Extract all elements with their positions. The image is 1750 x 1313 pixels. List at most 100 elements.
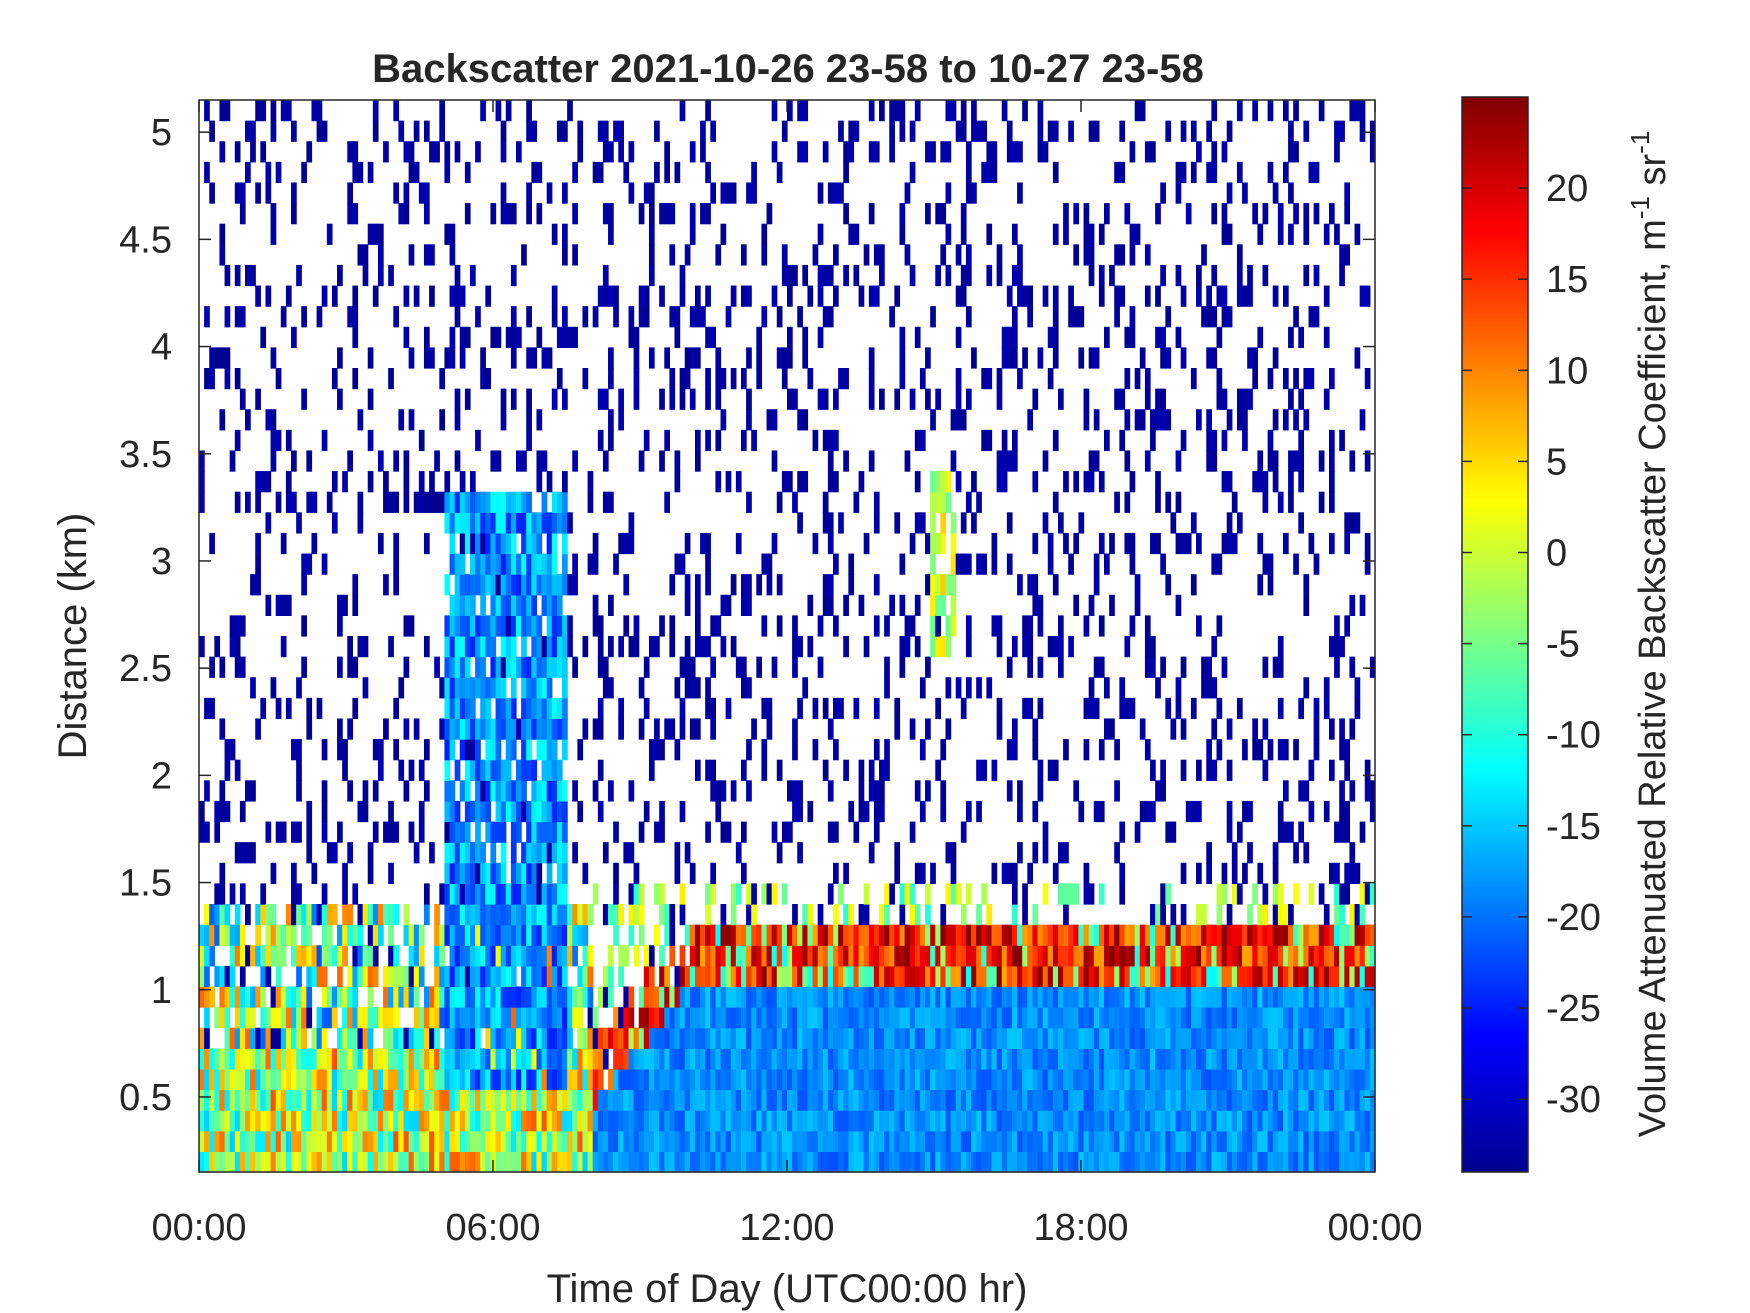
- heatmap-cell: [1006, 326, 1013, 348]
- heatmap-cell: [766, 924, 773, 946]
- heatmap-cell: [362, 1048, 369, 1070]
- heatmap-cell: [1042, 512, 1049, 534]
- heatmap-cell: [464, 739, 471, 761]
- heatmap-cell: [822, 141, 829, 163]
- heatmap-cell: [1293, 100, 1299, 122]
- heatmap-cell: [275, 594, 282, 616]
- heatmap-cell: [500, 1027, 507, 1049]
- heatmap-cell: [301, 1110, 307, 1132]
- heatmap-cell: [873, 285, 880, 307]
- heatmap-cell: [659, 1027, 665, 1049]
- heatmap-cell: [423, 244, 430, 266]
- heatmap-cell: [1129, 1130, 1136, 1152]
- heatmap-cell: [516, 883, 522, 905]
- heatmap-cell: [761, 306, 768, 328]
- heatmap-cell: [439, 883, 446, 905]
- heatmap-cell: [909, 904, 916, 926]
- heatmap-cell: [546, 883, 553, 905]
- heatmap-cell: [725, 471, 732, 493]
- heatmap-cell: [720, 945, 727, 967]
- heatmap-cell: [1057, 924, 1064, 946]
- heatmap-cell: [618, 1130, 624, 1152]
- heatmap-cell: [546, 532, 553, 555]
- heatmap-cell: [1349, 862, 1356, 884]
- heatmap-cell: [326, 924, 333, 946]
- heatmap-cell: [357, 1027, 364, 1049]
- heatmap-cell: [342, 986, 348, 1008]
- heatmap-cell: [296, 965, 302, 988]
- heatmap-cell: [1221, 945, 1228, 967]
- heatmap-cell: [761, 759, 768, 781]
- heatmap-cell: [1221, 965, 1228, 988]
- heatmap-cell: [1308, 759, 1315, 781]
- heatmap-cell: [265, 1110, 272, 1132]
- heatmap-cell: [1037, 1089, 1044, 1111]
- heatmap-cell: [321, 986, 328, 1008]
- heatmap-cell: [383, 965, 389, 988]
- heatmap-cell: [960, 553, 967, 575]
- heatmap-cell: [1078, 1048, 1085, 1070]
- heatmap-cell: [833, 1130, 839, 1152]
- heatmap-cell: [981, 553, 988, 575]
- heatmap-cell: [567, 512, 573, 534]
- heatmap-cell: [725, 1130, 732, 1152]
- heatmap-cell: [1155, 677, 1161, 699]
- heatmap-cell: [971, 1007, 977, 1029]
- heatmap-cell: [265, 409, 272, 431]
- heatmap-cell: [490, 904, 497, 926]
- heatmap-cell: [950, 965, 957, 988]
- heatmap-cell: [940, 471, 947, 493]
- heatmap-cell: [863, 1089, 870, 1111]
- heatmap-cell: [771, 1027, 778, 1049]
- heatmap-cell: [868, 842, 875, 864]
- heatmap-cell: [1098, 656, 1105, 678]
- heatmap-cell: [1068, 1027, 1074, 1049]
- heatmap-cell: [817, 1110, 824, 1132]
- heatmap-cell: [480, 842, 486, 864]
- heatmap-cell: [219, 965, 226, 988]
- heatmap-cell: [781, 965, 788, 988]
- heatmap-cell: [1313, 1068, 1320, 1091]
- heatmap-cell: [1093, 574, 1100, 596]
- heatmap-cell: [879, 800, 885, 823]
- heatmap-cell: [500, 780, 507, 802]
- heatmap-cell: [807, 1068, 814, 1091]
- heatmap-cell: [884, 965, 890, 988]
- heatmap-cell: [1344, 759, 1351, 781]
- heatmap-cell: [1063, 1007, 1069, 1029]
- heatmap-cell: [464, 1007, 471, 1029]
- heatmap-cell: [1057, 656, 1064, 678]
- heatmap-cell: [587, 986, 594, 1008]
- heatmap-cell: [490, 759, 497, 781]
- heatmap-cell: [413, 1089, 420, 1111]
- heatmap-cell: [1160, 1007, 1166, 1029]
- heatmap-cell: [879, 1068, 885, 1091]
- heatmap-cell: [444, 739, 451, 761]
- heatmap-cell: [725, 1151, 732, 1173]
- heatmap-cell: [945, 615, 952, 637]
- heatmap-cell: [567, 1110, 573, 1132]
- heatmap-cell: [301, 656, 307, 678]
- heatmap-cell: [930, 1089, 936, 1111]
- heatmap-cell: [280, 986, 287, 1008]
- heatmap-cell: [873, 800, 880, 823]
- heatmap-cell: [521, 553, 527, 575]
- heatmap-cell: [838, 1130, 844, 1152]
- heatmap-cell: [521, 904, 527, 926]
- heatmap-cell: [526, 1027, 532, 1049]
- heatmap-cell: [822, 574, 829, 596]
- heatmap-cell: [1068, 1068, 1074, 1091]
- heatmap-cell: [725, 1068, 732, 1091]
- heatmap-cell: [735, 883, 742, 905]
- heatmap-cell: [633, 1048, 640, 1070]
- heatmap-cell: [1221, 429, 1228, 452]
- heatmap-cell: [1247, 1089, 1253, 1111]
- heatmap-cell: [403, 904, 410, 926]
- heatmap-cell: [275, 491, 282, 513]
- heatmap-cell: [945, 842, 952, 864]
- heatmap-cell: [1190, 924, 1197, 946]
- heatmap-cell: [925, 1089, 931, 1111]
- heatmap-cell: [1170, 1130, 1177, 1152]
- heatmap-cell: [684, 636, 691, 658]
- heatmap-cell: [1206, 285, 1212, 307]
